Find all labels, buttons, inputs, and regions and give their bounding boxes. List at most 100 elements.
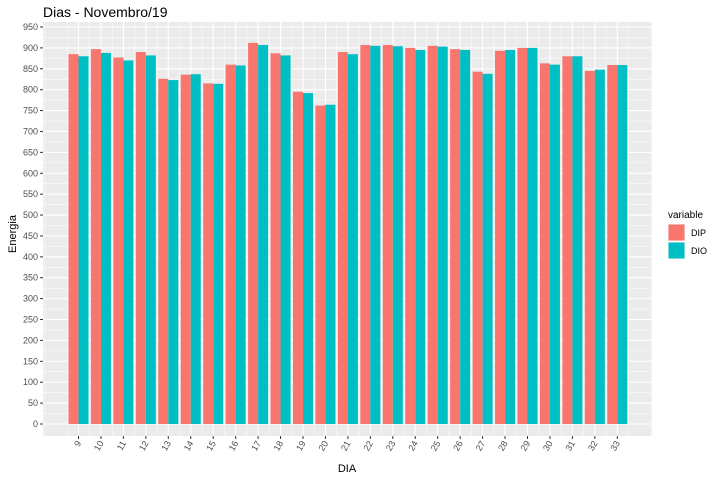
bar-dio-23 bbox=[392, 46, 403, 425]
x-tick-label: 10 bbox=[92, 439, 106, 453]
legend: variable DIP DIO bbox=[668, 210, 707, 259]
x-tick-label: 28 bbox=[496, 439, 510, 453]
y-tick-label: 600 bbox=[23, 168, 38, 178]
bar-dip-28 bbox=[495, 50, 506, 424]
bar-dio-24 bbox=[415, 49, 426, 424]
x-axis-title: DIA bbox=[338, 463, 357, 475]
legend-title: variable bbox=[668, 210, 703, 221]
bar-dip-17 bbox=[248, 42, 259, 424]
bar-dip-33 bbox=[607, 65, 618, 425]
x-tick-label: 23 bbox=[384, 439, 398, 453]
bar-dio-10 bbox=[100, 52, 111, 424]
bar-dip-22 bbox=[360, 44, 371, 424]
y-tick-label: 350 bbox=[23, 273, 38, 283]
bar-dip-20 bbox=[315, 105, 326, 424]
y-axis: 0 50 100 150 200 250 300 350 400 450 500 550 600 650 7… bbox=[23, 22, 43, 429]
bar-dio-9 bbox=[78, 56, 89, 425]
y-tick-label: 50 bbox=[28, 398, 38, 408]
bar-dio-30 bbox=[549, 64, 560, 424]
y-tick-label: 450 bbox=[23, 231, 38, 241]
bar-dip-26 bbox=[450, 49, 461, 424]
bars bbox=[68, 42, 628, 425]
y-tick-label: 100 bbox=[23, 377, 38, 387]
x-tick-label: 33 bbox=[608, 439, 622, 453]
bar-dio-17 bbox=[258, 44, 269, 424]
bar-dio-22 bbox=[370, 45, 381, 424]
y-tick-label: 400 bbox=[23, 252, 38, 262]
x-tick-label: 26 bbox=[451, 439, 465, 453]
bar-dio-26 bbox=[460, 49, 471, 424]
bar-dio-33 bbox=[617, 65, 628, 425]
x-tick-label: 22 bbox=[361, 439, 375, 453]
bar-dio-28 bbox=[505, 49, 516, 424]
x-tick-label: 14 bbox=[182, 439, 196, 453]
x-tick-label: 30 bbox=[541, 439, 555, 453]
bar-dio-20 bbox=[325, 104, 336, 424]
x-tick-label: 32 bbox=[586, 439, 600, 453]
bar-dip-23 bbox=[382, 44, 393, 424]
x-tick-label: 13 bbox=[159, 439, 173, 453]
y-tick-label: 800 bbox=[23, 85, 38, 95]
x-tick-label: 9 bbox=[72, 439, 83, 448]
x-tick-label: 12 bbox=[137, 439, 151, 453]
legend-label-dio: DIO bbox=[691, 246, 707, 256]
bar-dio-12 bbox=[145, 55, 156, 425]
x-axis: 9 10 11 12 13 14 15 16 17 18 19 20 21 22 23 24 25 26 27 28 2… bbox=[72, 436, 622, 453]
x-tick-label: 21 bbox=[339, 439, 353, 453]
y-tick-label: 150 bbox=[23, 356, 38, 366]
y-tick-label: 900 bbox=[23, 43, 38, 53]
bar-dip-15 bbox=[203, 83, 214, 425]
x-tick-label: 19 bbox=[294, 439, 308, 453]
bar-dio-25 bbox=[437, 46, 448, 424]
bar-dip-24 bbox=[405, 47, 416, 424]
bar-dip-29 bbox=[517, 47, 528, 424]
bar-dio-11 bbox=[123, 60, 134, 424]
bar-dio-15 bbox=[213, 83, 224, 425]
x-tick-label: 29 bbox=[519, 439, 533, 453]
bar-dio-14 bbox=[190, 74, 201, 424]
bar-dip-11 bbox=[113, 57, 124, 424]
bar-dip-12 bbox=[135, 52, 146, 425]
y-tick-label: 300 bbox=[23, 294, 38, 304]
y-tick-label: 500 bbox=[23, 210, 38, 220]
bar-dip-13 bbox=[158, 78, 169, 425]
x-tick-label: 31 bbox=[563, 439, 577, 453]
y-axis-title: Energia bbox=[7, 214, 19, 253]
bar-dip-14 bbox=[180, 74, 191, 424]
y-tick-label: 850 bbox=[23, 64, 38, 74]
y-tick-label: 200 bbox=[23, 335, 38, 345]
legend-label-dip: DIP bbox=[691, 228, 706, 238]
bar-dio-16 bbox=[235, 65, 246, 424]
x-tick-label: 18 bbox=[272, 439, 286, 453]
bar-dip-30 bbox=[539, 63, 550, 424]
y-tick-label: 950 bbox=[23, 22, 38, 32]
bar-dip-27 bbox=[472, 71, 483, 425]
bar-dio-31 bbox=[572, 56, 583, 425]
bar-dio-27 bbox=[482, 73, 493, 425]
bar-dio-18 bbox=[280, 55, 291, 425]
bar-dio-32 bbox=[594, 69, 605, 425]
chart-title: Dias - Novembro/19 bbox=[43, 4, 168, 20]
x-tick-label: 11 bbox=[115, 439, 128, 452]
y-tick-label: 550 bbox=[23, 189, 38, 199]
bar-dip-31 bbox=[562, 56, 573, 425]
legend-key-dip bbox=[668, 224, 685, 241]
bar-dip-18 bbox=[270, 53, 281, 425]
x-tick-label: 27 bbox=[474, 439, 488, 453]
x-tick-label: 15 bbox=[204, 439, 218, 453]
bar-dio-13 bbox=[168, 80, 179, 424]
bar-dip-10 bbox=[90, 49, 101, 424]
legend-key-dio bbox=[668, 242, 685, 259]
bar-dip-16 bbox=[225, 64, 236, 424]
bar-dip-21 bbox=[337, 52, 348, 425]
y-tick-label: 250 bbox=[23, 315, 38, 325]
bar-dip-25 bbox=[427, 45, 438, 424]
bar-dip-32 bbox=[584, 70, 595, 425]
bar-dio-21 bbox=[347, 54, 358, 425]
x-tick-label: 24 bbox=[406, 439, 420, 453]
y-tick-label: 0 bbox=[33, 419, 38, 429]
x-tick-label: 17 bbox=[249, 439, 263, 453]
bar-dio-19 bbox=[303, 93, 313, 424]
bar-dip-19 bbox=[293, 91, 303, 424]
